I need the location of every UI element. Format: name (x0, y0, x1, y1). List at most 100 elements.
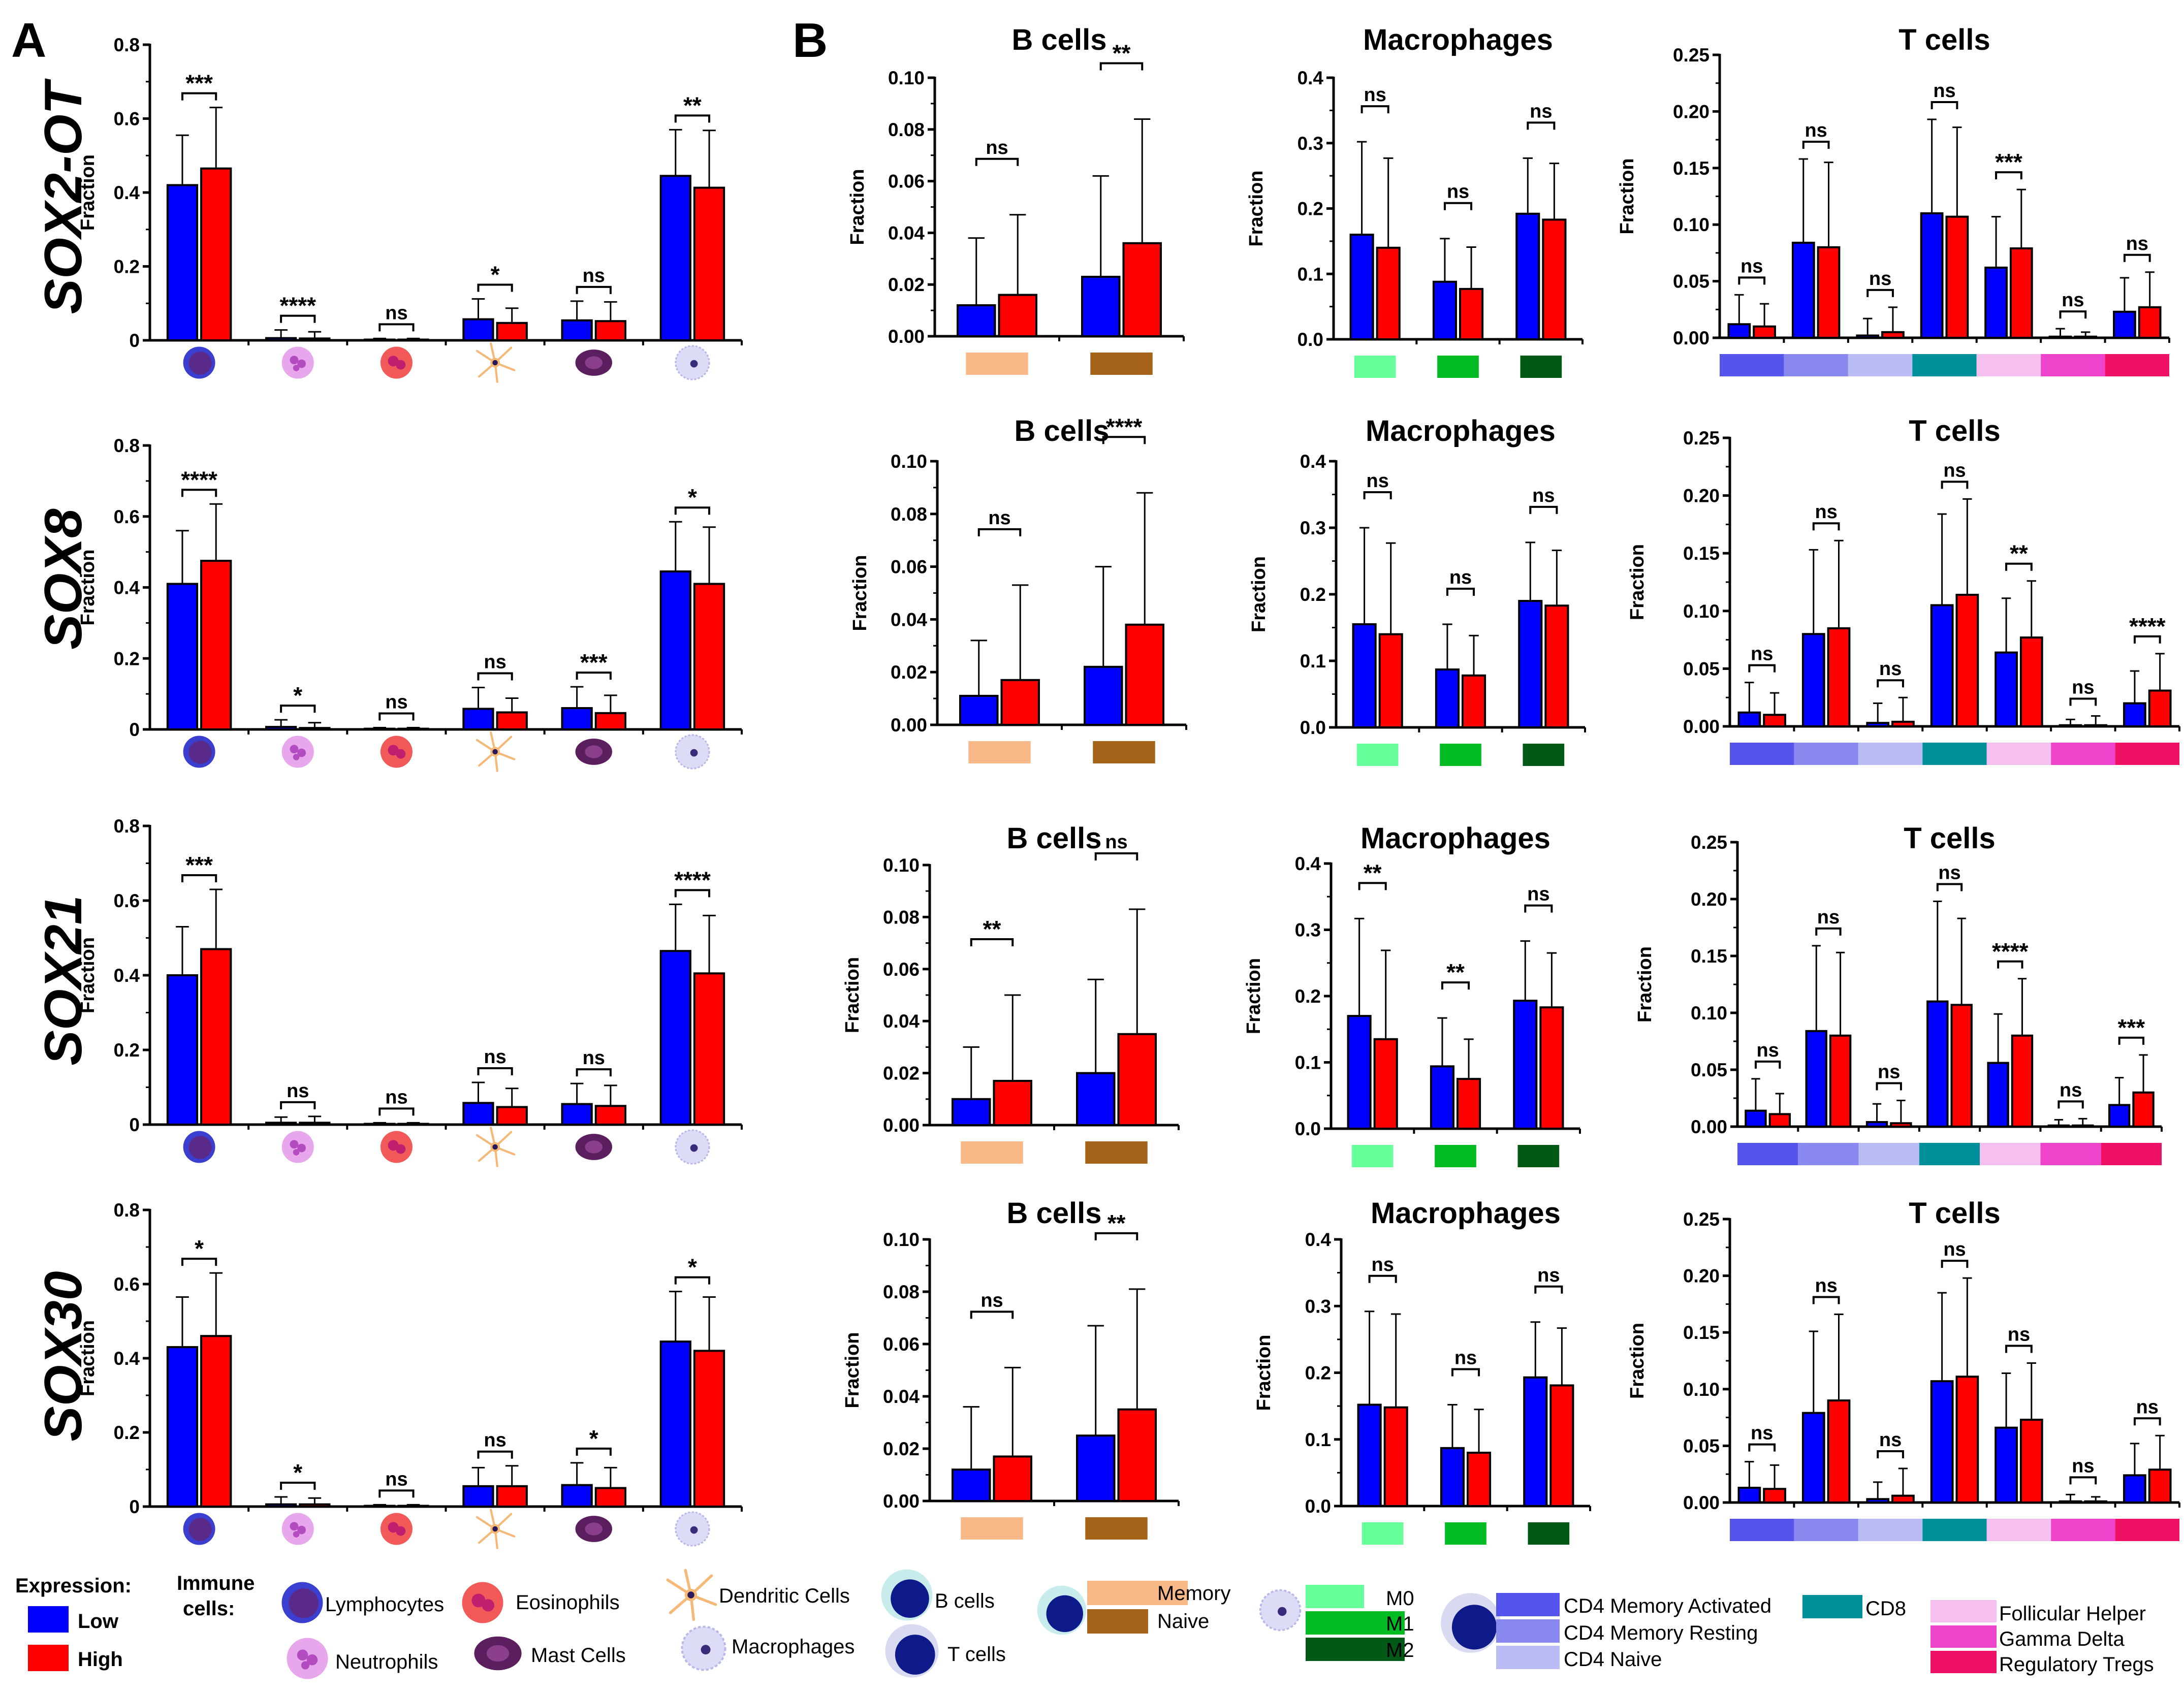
bar-low (462, 318, 494, 341)
legend-high-swatch (28, 1645, 69, 1671)
y-tick-label: 0.25 (1673, 45, 1710, 66)
y-axis-label: Fraction (1627, 544, 1648, 620)
macrophage-nucleus (690, 1144, 698, 1152)
bar-low (1357, 1403, 1382, 1507)
category-swatch (1976, 354, 2041, 376)
y-tick-label: 0.05 (1683, 1435, 1720, 1456)
bar-high (2084, 1500, 2108, 1504)
b-cell-icon (1037, 1585, 1087, 1635)
legend-immune-title: Immune (177, 1572, 255, 1594)
significance-bracket (674, 114, 711, 123)
bar-high (1125, 623, 1164, 726)
y-tick-label: 0.2 (114, 648, 140, 669)
significance-bracket (1877, 1450, 1904, 1459)
significance-label: * (491, 262, 500, 288)
significance-bracket (1099, 62, 1144, 71)
significance-bracket (1358, 882, 1387, 890)
legend-neutrophils-label: Neutrophils (335, 1651, 438, 1673)
significance-label: **** (1106, 413, 1143, 440)
bar-high (200, 1335, 232, 1508)
bar-low (2123, 1474, 2146, 1504)
significance-label: ns (1530, 101, 1552, 122)
chart-B-Bcells-3: B cells Fraction 0.00 0.02 0.04 0.06 0.08 0.10 *… (842, 822, 1180, 1164)
chart-B-Bcells-2: B cells Fraction 0.00 0.02 0.04 0.06 0.08 0.10 n… (849, 413, 1187, 763)
bar-low (166, 583, 199, 730)
bar-high (1763, 714, 1786, 728)
y-tick-label: 0.02 (883, 1439, 920, 1459)
significance-label: ns (1756, 1040, 1779, 1061)
significance-label: **** (1992, 938, 2029, 965)
significance-label: ns (1105, 832, 1127, 853)
y-tick-label: 0.08 (883, 907, 920, 928)
eosinophil-lobe (396, 360, 406, 370)
y-tick-label: 0.10 (888, 68, 925, 88)
category-swatch (1523, 744, 1565, 766)
lymphocyte-icon (183, 346, 215, 379)
category-swatch (1919, 1143, 1980, 1165)
neutrophil-icon (281, 346, 314, 379)
lymphocyte-icon (183, 1131, 215, 1163)
bar-low (659, 175, 691, 341)
y-tick-label: 0.2 (114, 257, 140, 277)
mast-cell-icon (575, 349, 612, 376)
neutrophil-icon (281, 1513, 314, 1545)
legend-dendritic-label: Dendritic Cells (719, 1585, 850, 1607)
legend-gamma-delta-swatch (1930, 1625, 1997, 1648)
dendritic-cell-icon (476, 1127, 516, 1167)
category-swatch (2115, 1519, 2179, 1541)
category-swatch (1517, 1145, 1560, 1167)
eosinophil-lobe (396, 1144, 406, 1154)
category-swatch (1737, 1143, 1798, 1165)
y-tick-label: 0.02 (888, 274, 925, 295)
significance-label: ns (1817, 907, 1840, 928)
significance-bracket (280, 705, 316, 713)
bar-high (1542, 218, 1567, 341)
y-tick-label: 0.2 (1300, 584, 1326, 605)
y-tick-label: 0.4 (114, 182, 140, 203)
lymphocyte-nucleus (188, 1518, 212, 1541)
y-tick-label: 0.1 (1300, 651, 1326, 672)
legend-eosinophils-label: Eosinophils (516, 1591, 620, 1614)
dendritic-nucleus (492, 749, 498, 755)
y-tick-label: 0.4 (114, 578, 140, 598)
bar-high (1549, 1384, 1574, 1507)
significance-bracket (1941, 1260, 1969, 1268)
category-swatch (2051, 743, 2115, 765)
bar-low (1737, 711, 1761, 727)
bar-low (166, 1346, 199, 1508)
eosinophil-icon (380, 346, 413, 379)
significance-bracket (2133, 1417, 2161, 1426)
significance-label: * (589, 1425, 598, 1452)
bar-high (2148, 689, 2172, 727)
significance-label: ns (1879, 658, 1902, 680)
chart-title: B cells (1015, 414, 1110, 448)
bar-high (993, 1455, 1032, 1502)
legend-cd4-resting-swatch (1496, 1619, 1560, 1643)
neutrophil-lobe (290, 745, 299, 754)
gene-label-sox8: SOX8 (34, 508, 93, 650)
significance-bracket (1094, 852, 1138, 861)
significance-label: ns (986, 137, 1008, 158)
significance-bracket (576, 1068, 612, 1077)
significance-label: ns (1751, 1423, 1773, 1444)
bar-low (1805, 1030, 1827, 1128)
dendritic-nucleus (492, 1144, 498, 1150)
category-swatch (966, 353, 1028, 375)
neutrophil-lobe (297, 1649, 308, 1661)
significance-label: ** (2010, 540, 2028, 567)
y-tick-label: 0.6 (114, 506, 140, 527)
bar-high (1376, 246, 1401, 340)
neutrophil-lobe (290, 356, 299, 365)
significance-label: ns (1815, 1275, 1837, 1296)
significance-bracket (1812, 522, 1840, 531)
significance-bracket (378, 1107, 415, 1116)
significance-label: ns (484, 652, 506, 673)
significance-bracket (1360, 105, 1389, 114)
bar-low (561, 1484, 593, 1508)
lymph-nucleus (895, 1635, 935, 1675)
y-tick-label: 0.4 (114, 965, 140, 986)
significance-bracket (1524, 904, 1553, 913)
macrophage-icon (675, 1129, 710, 1165)
bar-low (364, 1505, 396, 1508)
bar-high (1827, 627, 1851, 727)
